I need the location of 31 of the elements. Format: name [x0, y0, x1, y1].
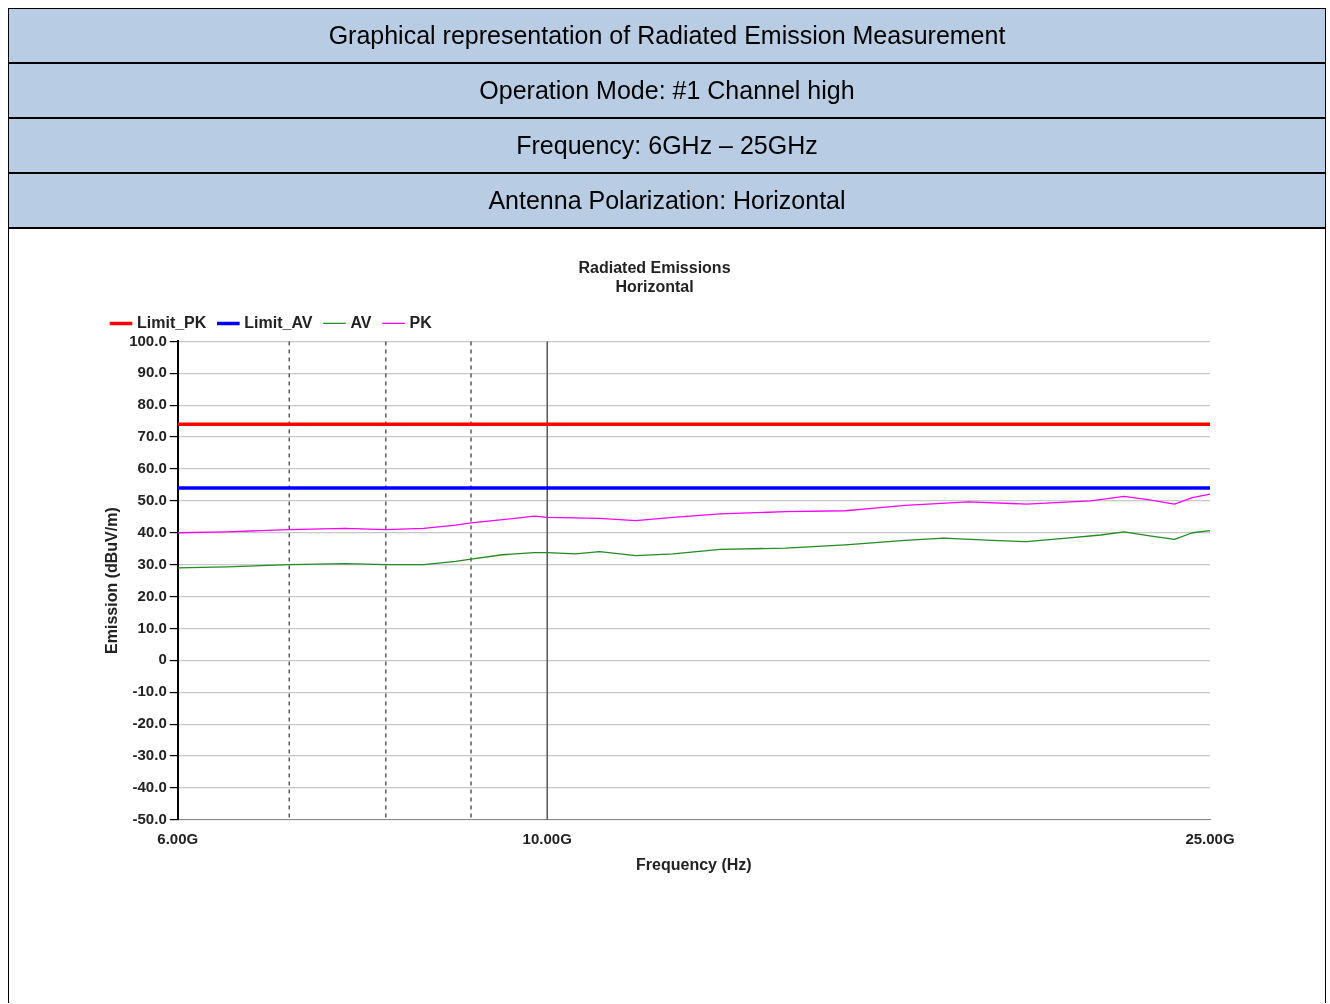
- y-tick-label: 60.0: [137, 459, 167, 477]
- text: Frequency: 6GHz – 25GHz: [9, 119, 1325, 174]
- y-tick-label: -20.0: [132, 714, 167, 732]
- text: Horizontal: [615, 278, 694, 296]
- y-tick-label: 0: [158, 650, 167, 668]
- text: Antenna Polarization: Horizontal: [9, 174, 1325, 229]
- y-tick-label: 80.0: [137, 395, 167, 413]
- y-tick-label: 10.0: [137, 618, 167, 636]
- y-tick-label: -30.0: [132, 746, 167, 764]
- x-tick-label: 6.00G: [157, 829, 199, 847]
- y-tick-label: 30.0: [137, 554, 167, 572]
- y-tick-label: 90.0: [137, 363, 167, 381]
- y-tick-label: -50.0: [132, 809, 167, 827]
- chart-subtitle: Operation Mode: #1 Channel high: [9, 64, 1325, 119]
- y-tick-label: 20.0: [137, 586, 167, 604]
- y-axis-title: Emission (dBuV/m): [103, 507, 121, 654]
- text: Radiated Emissions: [578, 259, 731, 277]
- chart-title: Graphical representation of Radiated Emission Measurement: [9, 9, 1325, 64]
- y-tick-label: 50.0: [137, 491, 167, 509]
- legend-label: Limit_AV: [244, 313, 313, 331]
- y-tick-label: -40.0: [132, 778, 167, 796]
- y-tick-label: -10.0: [132, 682, 167, 700]
- y-tick-label: 40.0: [137, 522, 167, 540]
- x-axis-title: Frequency (Hz): [636, 855, 752, 873]
- legend-label: PK: [409, 313, 433, 331]
- legend-label: Limit_PK: [137, 313, 207, 331]
- y-tick-label: 100.0: [129, 331, 167, 349]
- x-tick-label: 10.00G: [522, 829, 572, 847]
- x-tick-label: 25.00G: [1185, 829, 1235, 847]
- legend-label: AV: [350, 313, 372, 331]
- y-tick-label: 70.0: [137, 427, 167, 445]
